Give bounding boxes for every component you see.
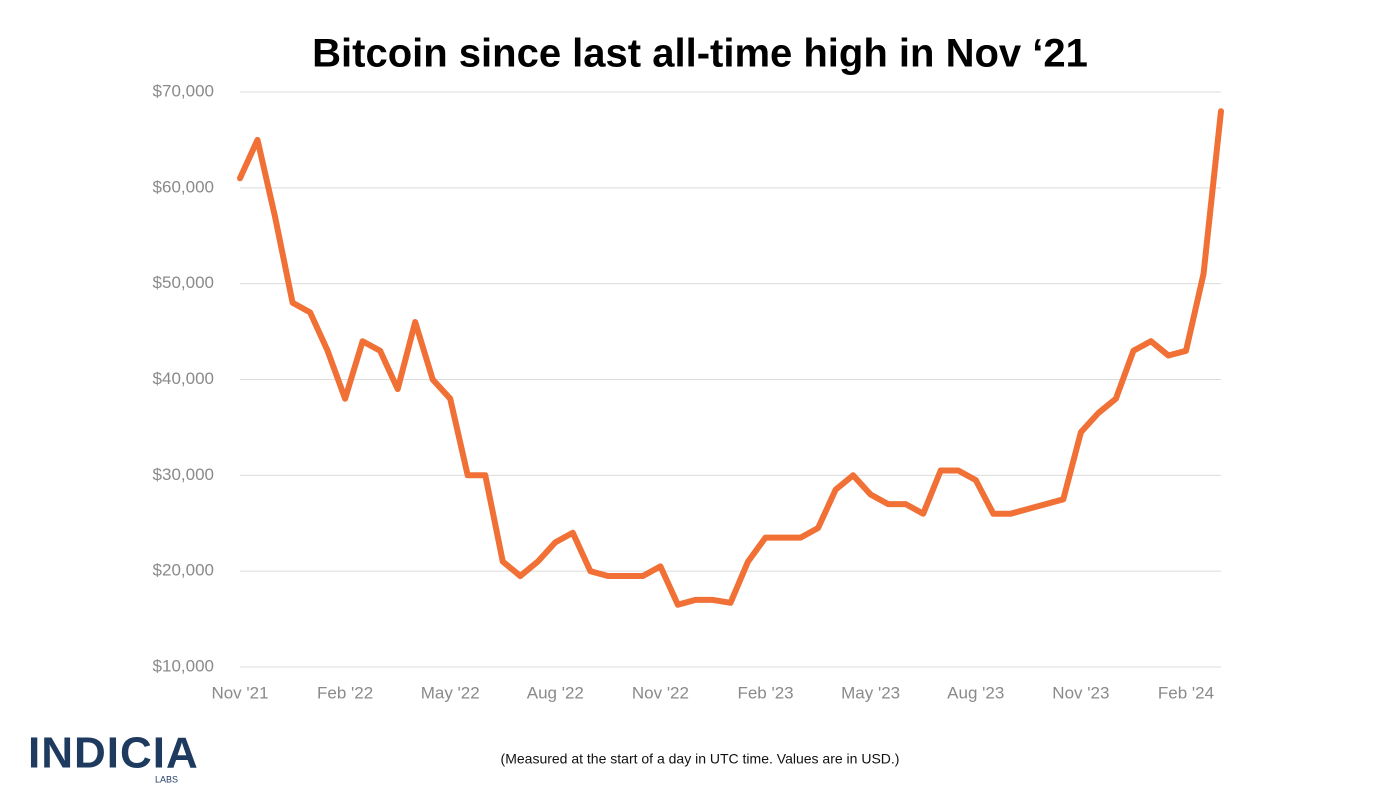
logo: INDICIA: [28, 729, 199, 778]
x-tick-label: Feb '22: [317, 683, 373, 702]
y-tick-label: $70,000: [153, 81, 214, 100]
x-tick-label: Feb '24: [1158, 683, 1214, 702]
y-tick-label: $50,000: [153, 273, 214, 292]
x-tick-label: Nov '23: [1052, 683, 1109, 702]
y-tick-label: $20,000: [153, 561, 214, 580]
x-tick-label: Aug '22: [527, 683, 584, 702]
x-tick-label: Feb '23: [737, 683, 793, 702]
y-tick-label: $40,000: [153, 369, 214, 388]
y-tick-label: $30,000: [153, 465, 214, 484]
x-tick-label: Aug '23: [947, 683, 1004, 702]
x-tick-label: Nov '21: [211, 683, 268, 702]
footnote: (Measured at the start of a day in UTC t…: [501, 751, 900, 767]
y-tick-label: $10,000: [153, 656, 214, 675]
x-tick-label: May '22: [421, 683, 480, 702]
y-tick-label: $60,000: [153, 177, 214, 196]
x-tick-label: May '23: [841, 683, 900, 702]
logo-sub: LABS: [155, 774, 178, 784]
chart-title: Bitcoin since last all-time high in Nov …: [312, 32, 1088, 76]
x-tick-label: Nov '22: [632, 683, 689, 702]
price-line: [237, 108, 1224, 608]
